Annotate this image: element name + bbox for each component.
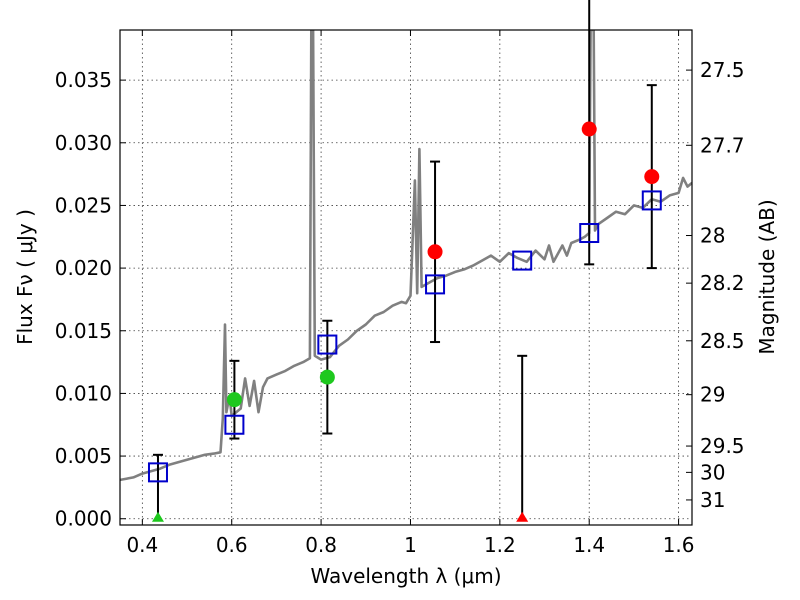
y-axis-title: Flux Fν ( μJy ) xyxy=(13,209,37,345)
mag-tick-label: 30 xyxy=(700,460,725,484)
y-tick-label: 0.005 xyxy=(55,444,112,468)
y-tick-label: 0.025 xyxy=(55,193,112,217)
mag-tick-label: 28 xyxy=(700,224,725,248)
optical-detection-point xyxy=(226,392,242,408)
y-tick-label: 0.015 xyxy=(55,319,112,343)
ticks: 0.4 0.6 0.8 1 1.2 1.4 1.6 0.000 0.005 0.010 0.015 0… xyxy=(55,30,745,557)
mag-tick-label: 31 xyxy=(700,488,725,512)
model-photometry-point xyxy=(512,250,533,271)
optical-detection-point xyxy=(319,369,335,385)
plot-area xyxy=(120,30,692,482)
model-photometry-point xyxy=(317,334,338,355)
x-tick-label: 0.4 xyxy=(126,533,158,557)
y-tick-label: 0.020 xyxy=(55,256,112,280)
mag-tick-label: 29.5 xyxy=(700,434,745,458)
optical-detection-upper-limit-point xyxy=(151,511,164,522)
y-tick-label: 0.000 xyxy=(55,507,112,531)
infrared-detection-point xyxy=(581,121,597,137)
mag-tick-label: 29 xyxy=(700,383,725,407)
infrared-detection-upper-limit-point xyxy=(516,511,529,522)
model-photometry-point xyxy=(224,414,245,435)
x-tick-label: 1.4 xyxy=(573,533,605,557)
x-tick-label: 1.2 xyxy=(484,533,516,557)
spectrum-line xyxy=(120,30,692,482)
y-tick-label: 0.010 xyxy=(55,381,112,405)
x-tick-label: 0.8 xyxy=(305,533,337,557)
model-photometry-point xyxy=(147,462,168,483)
plot-frame xyxy=(119,29,693,526)
y-tick-label: 0.030 xyxy=(55,131,112,155)
y-axis-right-title: Magnitude (AB) xyxy=(755,199,779,354)
mag-tick-label: 28.5 xyxy=(700,329,745,353)
model-photometry-point xyxy=(425,274,446,295)
model-photometry-point xyxy=(579,223,600,244)
mag-tick-label: 27.7 xyxy=(700,133,745,157)
infrared-detection-point xyxy=(427,244,443,260)
x-axis-title: Wavelength λ (μm) xyxy=(310,564,501,588)
x-tick-label: 1.6 xyxy=(663,533,695,557)
mag-tick-label: 27.5 xyxy=(700,58,745,82)
infrared-detection-point xyxy=(644,169,660,185)
markers xyxy=(147,0,662,522)
x-tick-label: 1 xyxy=(404,533,417,557)
mag-tick-label: 28.2 xyxy=(700,271,745,295)
model-photometry-point xyxy=(641,190,662,211)
y-tick-label: 0.035 xyxy=(55,68,112,92)
x-tick-label: 0.6 xyxy=(216,533,248,557)
